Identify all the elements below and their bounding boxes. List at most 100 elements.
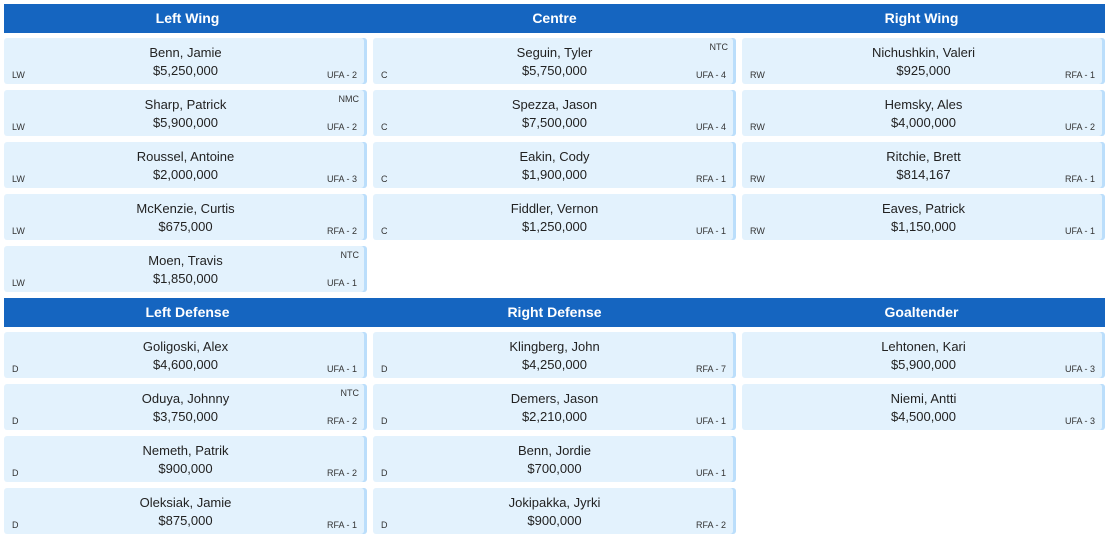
player-card[interactable]: Sharp, Patrick $5,900,000 LW UFA - 2 NMC	[4, 90, 367, 136]
player-name: Benn, Jamie	[149, 45, 222, 60]
player-name: Benn, Jordie	[518, 443, 591, 458]
player-salary: $2,000,000	[152, 167, 219, 182]
player-name: Klingberg, John	[509, 339, 600, 354]
player-position: D	[381, 520, 388, 530]
player-card[interactable]: Klingberg, John $4,250,000 D RFA - 7	[373, 332, 736, 378]
player-position: D	[381, 364, 388, 374]
centre-column: Seguin, Tyler $5,750,000 C UFA - 4 NTC Spezz…	[373, 38, 736, 292]
player-name: Eaves, Patrick	[881, 201, 966, 216]
player-position: D	[381, 416, 388, 426]
player-salary: $1,150,000	[890, 219, 957, 234]
player-salary: $5,250,000	[152, 63, 219, 78]
player-salary: $675,000	[158, 219, 213, 234]
player-contract: RFA - 2	[326, 468, 357, 478]
player-name: Nichushkin, Valeri	[871, 45, 976, 60]
player-card[interactable]: Fiddler, Vernon $1,250,000 C UFA - 1	[373, 194, 736, 240]
player-salary: $1,250,000	[521, 219, 588, 234]
player-card[interactable]: Demers, Jason $2,210,000 D UFA - 1	[373, 384, 736, 430]
player-contract: UFA - 2	[326, 122, 357, 132]
player-card[interactable]: Nemeth, Patrik $900,000 D RFA - 2	[4, 436, 367, 482]
player-card[interactable]: Nichushkin, Valeri $925,000 RW RFA - 1	[742, 38, 1105, 84]
player-card[interactable]: McKenzie, Curtis $675,000 LW RFA - 2	[4, 194, 367, 240]
left-wing-column: Benn, Jamie $5,250,000 LW UFA - 2 Sharp, Pa…	[4, 38, 367, 292]
player-name: Fiddler, Vernon	[510, 201, 599, 216]
player-position: LW	[12, 174, 25, 184]
player-card[interactable]: Roussel, Antoine $2,000,000 LW UFA - 3	[4, 142, 367, 188]
player-name: Moen, Travis	[148, 253, 223, 268]
player-name: Lehtonen, Kari	[881, 339, 966, 354]
player-position: D	[12, 416, 19, 426]
player-position: C	[381, 70, 388, 80]
player-salary: $4,250,000	[521, 357, 588, 372]
player-contract: UFA - 3	[1064, 416, 1095, 426]
player-card[interactable]: Benn, Jamie $5,250,000 LW UFA - 2	[4, 38, 367, 84]
player-salary: $1,900,000	[521, 167, 588, 182]
player-salary: $4,000,000	[890, 115, 957, 130]
player-salary: $4,600,000	[152, 357, 219, 372]
player-contract: UFA - 3	[326, 174, 357, 184]
player-card[interactable]: Niemi, Antti $4,500,000 UFA - 3	[742, 384, 1105, 430]
forwards-section: Left Wing Centre Right Wing Benn, Jamie $…	[4, 4, 1105, 292]
player-contract: UFA - 4	[695, 70, 726, 80]
player-contract: UFA - 1	[1064, 226, 1095, 236]
player-position: D	[12, 520, 19, 530]
player-position: RW	[750, 70, 765, 80]
player-position: C	[381, 226, 388, 236]
header-centre: Centre	[532, 10, 577, 26]
player-card[interactable]: Eakin, Cody $1,900,000 C RFA - 1	[373, 142, 736, 188]
player-contract: UFA - 2	[1064, 122, 1095, 132]
player-card[interactable]: Oleksiak, Jamie $875,000 D RFA - 1	[4, 488, 367, 534]
player-salary: $814,167	[896, 167, 951, 182]
player-card[interactable]: Spezza, Jason $7,500,000 C UFA - 4	[373, 90, 736, 136]
defense-header: Left Defense Right Defense Goaltender	[4, 298, 1105, 327]
player-salary: $2,210,000	[521, 409, 588, 424]
player-clause: NTC	[340, 250, 360, 260]
player-name: Ritchie, Brett	[886, 149, 961, 164]
player-card[interactable]: Oduya, Johnny $3,750,000 D RFA - 2 NTC	[4, 384, 367, 430]
player-card[interactable]: Goligoski, Alex $4,600,000 D UFA - 1	[4, 332, 367, 378]
player-position: RW	[750, 174, 765, 184]
player-position: D	[12, 468, 19, 478]
player-position: LW	[12, 278, 25, 288]
player-salary: $875,000	[158, 513, 213, 528]
player-card[interactable]: Ritchie, Brett $814,167 RW RFA - 1	[742, 142, 1105, 188]
header-left-defense: Left Defense	[145, 304, 230, 320]
player-salary: $5,750,000	[521, 63, 588, 78]
player-name: Sharp, Patrick	[144, 97, 227, 112]
player-clause: NMC	[338, 94, 360, 104]
player-name: Eakin, Cody	[519, 149, 590, 164]
player-clause: NTC	[709, 42, 729, 52]
player-card[interactable]: Eaves, Patrick $1,150,000 RW UFA - 1	[742, 194, 1105, 240]
player-salary: $900,000	[527, 513, 582, 528]
player-contract: RFA - 2	[695, 520, 726, 530]
header-right-wing: Right Wing	[884, 10, 959, 26]
right-defense-column: Klingberg, John $4,250,000 D RFA - 7 Demers…	[373, 332, 736, 534]
player-card[interactable]: Jokipakka, Jyrki $900,000 D RFA - 2	[373, 488, 736, 534]
player-contract: UFA - 1	[695, 468, 726, 478]
player-salary: $3,750,000	[152, 409, 219, 424]
player-name: McKenzie, Curtis	[136, 201, 235, 216]
defense-section: Left Defense Right Defense Goaltender Go…	[4, 298, 1105, 534]
player-name: Hemsky, Ales	[884, 97, 963, 112]
player-position: RW	[750, 226, 765, 236]
player-card[interactable]: Moen, Travis $1,850,000 LW UFA - 1 NTC	[4, 246, 367, 292]
player-salary: $7,500,000	[521, 115, 588, 130]
header-goaltender: Goaltender	[884, 304, 959, 320]
player-card[interactable]: Seguin, Tyler $5,750,000 C UFA - 4 NTC	[373, 38, 736, 84]
player-contract: UFA - 1	[326, 364, 357, 374]
player-salary: $900,000	[158, 461, 213, 476]
player-card[interactable]: Lehtonen, Kari $5,900,000 UFA - 3	[742, 332, 1105, 378]
player-card[interactable]: Benn, Jordie $700,000 D UFA - 1	[373, 436, 736, 482]
player-contract: UFA - 4	[695, 122, 726, 132]
player-name: Niemi, Antti	[890, 391, 957, 406]
player-contract: UFA - 3	[1064, 364, 1095, 374]
player-card[interactable]: Hemsky, Ales $4,000,000 RW UFA - 2	[742, 90, 1105, 136]
player-contract: UFA - 1	[695, 416, 726, 426]
player-contract: RFA - 1	[326, 520, 357, 530]
player-contract: RFA - 1	[1064, 174, 1095, 184]
player-salary: $4,500,000	[890, 409, 957, 424]
player-position: LW	[12, 122, 25, 132]
player-position: LW	[12, 70, 25, 80]
player-position: D	[381, 468, 388, 478]
player-contract: UFA - 1	[695, 226, 726, 236]
